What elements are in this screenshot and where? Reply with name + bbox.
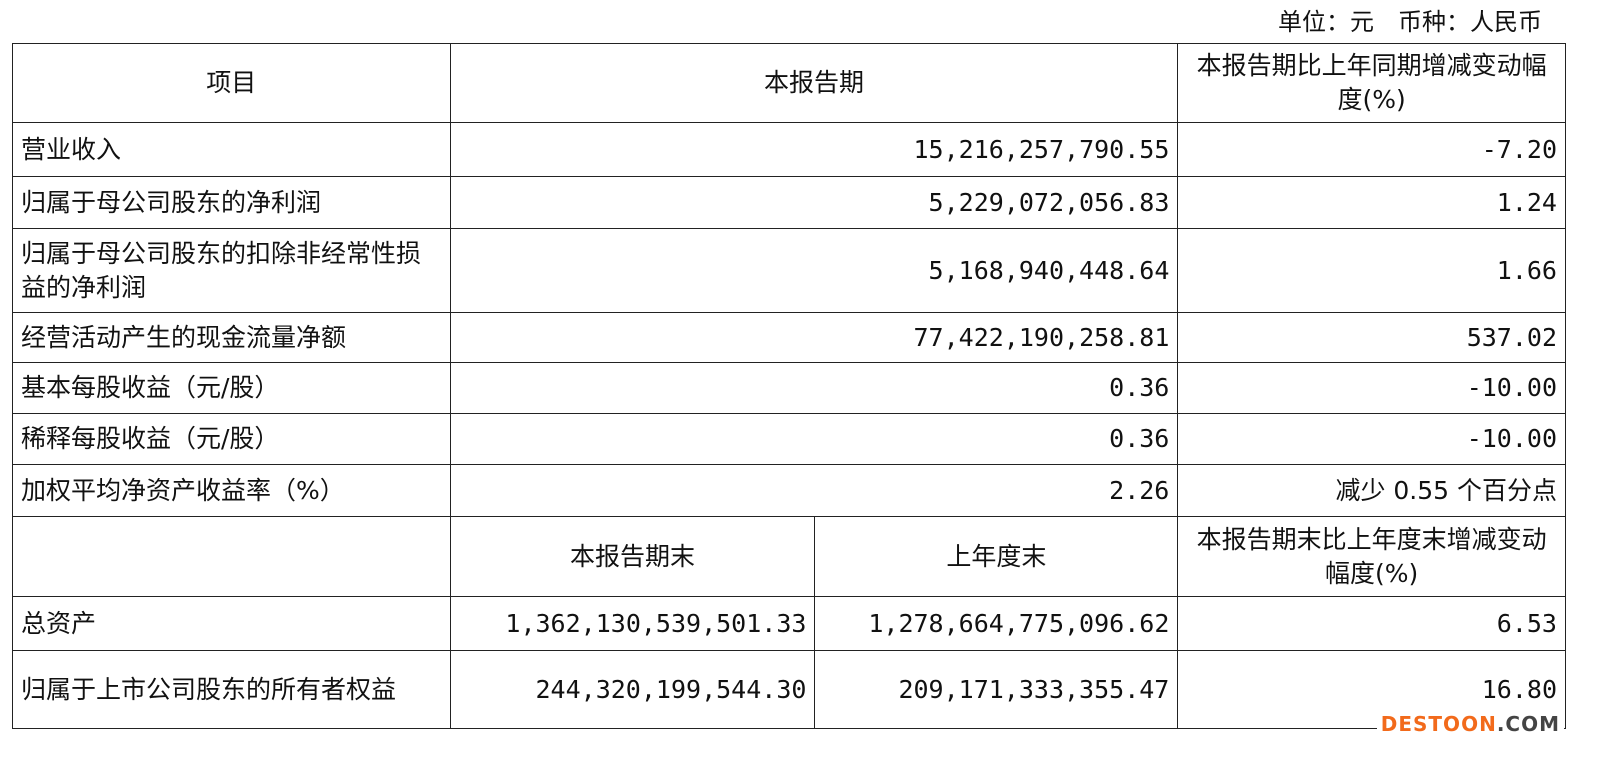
table-row: 加权平均净资产收益率（%） 2.26 减少 0.55 个百分点	[12, 464, 1566, 517]
row-current: 0.36	[449, 362, 1179, 414]
row-change: 1.66	[1177, 228, 1566, 313]
row-current: 2.26	[449, 464, 1179, 517]
row-change: -10.00	[1177, 413, 1566, 465]
watermark-logo: DESTOON.COM	[1376, 712, 1564, 736]
row-item: 基本每股收益（元/股）	[12, 362, 451, 414]
table-row: 总资产 1,362,130,539,501.33 1,278,664,775,0…	[12, 596, 1566, 651]
header-row: 项目 本报告期 本报告期比上年同期增减变动幅度(%)	[12, 43, 1566, 123]
row-change: 1.24	[1177, 176, 1566, 229]
table-row: 稀释每股收益（元/股） 0.36 -10.00	[12, 413, 1566, 465]
row-prior: 209,171,333,355.47	[814, 650, 1179, 729]
row-current: 77,422,190,258.81	[449, 312, 1179, 363]
table-row: 经营活动产生的现金流量净额 77,422,190,258.81 537.02	[12, 312, 1566, 363]
watermark-part2: .COM	[1496, 712, 1560, 736]
table-row: 归属于上市公司股东的所有者权益 244,320,199,544.30 209,1…	[12, 650, 1566, 729]
header-current: 本报告期	[449, 43, 1179, 123]
financial-data-table: 项目 本报告期 本报告期比上年同期增减变动幅度(%) 营业收入 15,216,2…	[12, 43, 1566, 729]
header2-item	[12, 516, 451, 597]
header2-prior: 上年度末	[814, 516, 1179, 597]
row-change: -10.00	[1177, 362, 1566, 414]
row-change: 6.53	[1177, 596, 1566, 651]
header2-change: 本报告期末比上年度末增减变动幅度(%)	[1177, 516, 1566, 597]
row-item: 归属于上市公司股东的所有者权益	[12, 650, 451, 729]
header2-current: 本报告期末	[449, 516, 816, 597]
row-current: 0.36	[449, 413, 1179, 465]
row-current: 1,362,130,539,501.33	[449, 596, 816, 651]
row-current: 5,229,072,056.83	[449, 176, 1179, 229]
table-row: 归属于母公司股东的扣除非经常性损益的净利润 5,168,940,448.64 1…	[12, 228, 1566, 313]
row-change: 减少 0.55 个百分点	[1177, 464, 1566, 517]
row-item: 归属于母公司股东的扣除非经常性损益的净利润	[12, 228, 451, 313]
row-current: 15,216,257,790.55	[449, 122, 1179, 177]
row-item: 营业收入	[12, 122, 451, 177]
header-row-2: 本报告期末 上年度末 本报告期末比上年度末增减变动幅度(%)	[12, 516, 1566, 597]
unit-note: 单位：元 币种：人民币	[1278, 8, 1542, 36]
row-item: 加权平均净资产收益率（%）	[12, 464, 451, 517]
row-item: 归属于母公司股东的净利润	[12, 176, 451, 229]
table-row: 营业收入 15,216,257,790.55 -7.20	[12, 122, 1566, 177]
row-item: 总资产	[12, 596, 451, 651]
watermark-part1: DESTOON	[1380, 712, 1497, 736]
table-row: 归属于母公司股东的净利润 5,229,072,056.83 1.24	[12, 176, 1566, 229]
row-current: 5,168,940,448.64	[449, 228, 1179, 313]
row-current: 244,320,199,544.30	[449, 650, 816, 729]
table-row: 基本每股收益（元/股） 0.36 -10.00	[12, 362, 1566, 414]
header-item: 项目	[12, 43, 451, 123]
row-item: 稀释每股收益（元/股）	[12, 413, 451, 465]
row-change: -7.20	[1177, 122, 1566, 177]
row-prior: 1,278,664,775,096.62	[814, 596, 1179, 651]
header-change: 本报告期比上年同期增减变动幅度(%)	[1177, 43, 1566, 123]
row-item: 经营活动产生的现金流量净额	[12, 312, 451, 363]
row-change: 537.02	[1177, 312, 1566, 363]
